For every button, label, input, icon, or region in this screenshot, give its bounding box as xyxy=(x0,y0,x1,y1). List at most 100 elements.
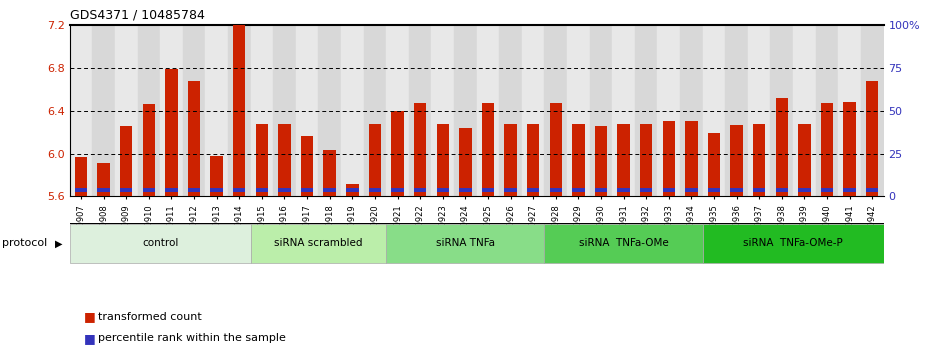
Bar xyxy=(432,25,454,196)
Bar xyxy=(522,25,544,196)
Bar xyxy=(798,124,811,196)
Bar xyxy=(680,25,703,196)
Bar xyxy=(273,25,296,196)
Bar xyxy=(572,188,585,192)
Bar xyxy=(618,124,630,196)
Bar xyxy=(527,124,539,196)
Bar xyxy=(436,124,449,196)
Text: siRNA  TNFa-OMe-P: siRNA TNFa-OMe-P xyxy=(743,238,843,249)
Text: siRNA scrambled: siRNA scrambled xyxy=(274,238,363,249)
Bar xyxy=(364,25,386,196)
Bar xyxy=(482,188,494,192)
Bar xyxy=(821,188,833,192)
Bar xyxy=(459,128,472,196)
Text: percentile rank within the sample: percentile rank within the sample xyxy=(98,333,286,343)
Bar xyxy=(476,25,499,196)
Bar xyxy=(414,103,426,196)
Text: ■: ■ xyxy=(84,310,96,323)
Bar xyxy=(98,163,110,196)
Bar xyxy=(188,81,200,196)
Text: protocol: protocol xyxy=(2,238,47,249)
Bar xyxy=(324,150,336,196)
Bar xyxy=(685,121,698,196)
Bar xyxy=(708,133,720,196)
Bar xyxy=(662,121,675,196)
Bar xyxy=(250,25,273,196)
Bar xyxy=(590,25,612,196)
FancyBboxPatch shape xyxy=(544,224,703,263)
Text: siRNA  TNFa-OMe: siRNA TNFa-OMe xyxy=(578,238,669,249)
Bar xyxy=(138,25,160,196)
Bar xyxy=(233,25,246,196)
Bar xyxy=(844,188,856,192)
Text: control: control xyxy=(142,238,179,249)
Bar xyxy=(748,25,770,196)
FancyBboxPatch shape xyxy=(703,224,884,263)
Bar xyxy=(392,188,404,192)
Bar xyxy=(301,188,313,192)
Bar xyxy=(228,25,250,196)
Bar xyxy=(635,25,658,196)
Bar xyxy=(776,98,788,196)
Bar xyxy=(324,188,336,192)
Bar xyxy=(544,25,567,196)
Bar xyxy=(454,25,476,196)
Bar xyxy=(482,103,494,196)
Bar xyxy=(142,188,155,192)
Bar xyxy=(188,188,200,192)
Bar xyxy=(210,188,223,192)
Bar xyxy=(368,188,381,192)
Bar xyxy=(74,157,87,196)
Bar xyxy=(798,188,811,192)
Bar xyxy=(816,25,838,196)
Bar xyxy=(640,188,652,192)
Text: ▶: ▶ xyxy=(55,238,62,249)
Bar xyxy=(730,125,743,196)
Bar xyxy=(183,25,206,196)
Bar xyxy=(74,188,87,192)
Bar xyxy=(550,188,562,192)
Bar xyxy=(708,188,720,192)
Bar xyxy=(730,188,743,192)
Bar xyxy=(838,25,861,196)
Bar xyxy=(821,103,833,196)
Bar xyxy=(550,103,562,196)
Bar xyxy=(368,124,381,196)
Bar xyxy=(210,156,223,196)
FancyBboxPatch shape xyxy=(250,224,386,263)
Bar xyxy=(662,188,675,192)
Bar xyxy=(346,188,359,192)
Bar xyxy=(70,25,92,196)
Bar xyxy=(770,25,793,196)
Bar xyxy=(753,124,765,196)
Bar xyxy=(866,81,879,196)
Bar xyxy=(658,25,680,196)
Bar xyxy=(346,184,359,196)
Bar xyxy=(278,124,291,196)
Bar xyxy=(233,188,246,192)
Bar xyxy=(594,126,607,196)
Bar xyxy=(459,188,472,192)
Bar xyxy=(499,25,522,196)
Bar xyxy=(278,188,291,192)
Bar xyxy=(436,188,449,192)
Bar xyxy=(115,25,138,196)
Bar xyxy=(504,124,517,196)
Bar xyxy=(725,25,748,196)
Bar xyxy=(166,69,178,196)
Bar xyxy=(392,110,404,196)
Bar xyxy=(160,25,183,196)
Bar xyxy=(142,104,155,196)
Bar xyxy=(414,188,426,192)
Bar xyxy=(92,25,115,196)
Bar xyxy=(703,25,725,196)
Bar xyxy=(386,25,409,196)
Bar xyxy=(206,25,228,196)
Text: transformed count: transformed count xyxy=(98,312,202,322)
Bar xyxy=(409,25,432,196)
Bar xyxy=(844,102,856,196)
Bar xyxy=(301,136,313,196)
Bar xyxy=(120,126,132,196)
Bar xyxy=(618,188,630,192)
Bar xyxy=(527,188,539,192)
